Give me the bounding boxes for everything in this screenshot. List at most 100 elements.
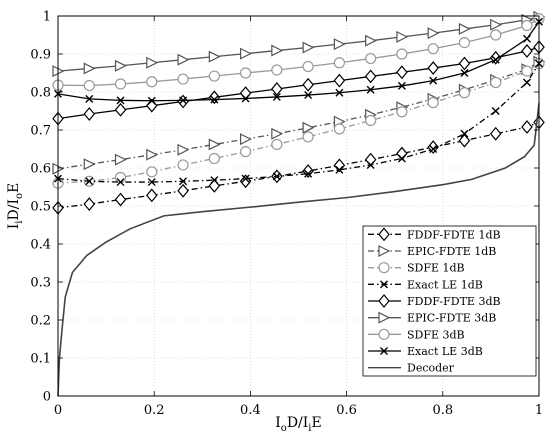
legend-label: EPIC-FDTE 1dB	[407, 245, 496, 258]
legend-marker	[380, 280, 388, 289]
data-point	[490, 18, 503, 31]
data-point	[458, 22, 471, 35]
y-tick-label: 0.9	[30, 48, 51, 63]
legend-label: SDFE 1dB	[407, 262, 465, 275]
x-tick-label: 0.2	[144, 403, 165, 418]
data-point	[208, 178, 221, 193]
x-axis-title: IoD/IiE	[275, 415, 321, 434]
data-point	[429, 76, 438, 85]
data-point	[208, 138, 221, 151]
data-point	[366, 160, 375, 169]
legend-item: EPIC-FDTE 1dB	[368, 245, 496, 258]
data-point	[146, 166, 158, 178]
data-point	[114, 59, 127, 72]
legend-marker	[378, 294, 390, 308]
series-line	[57, 61, 540, 170]
data-point	[241, 174, 250, 183]
data-point	[427, 61, 439, 75]
y-axis-title-b: D/I	[6, 199, 22, 220]
data-point	[146, 56, 159, 69]
data-point	[427, 27, 440, 40]
data-point	[397, 154, 406, 163]
data-point	[460, 129, 469, 138]
data-point	[83, 197, 96, 212]
x-axis-title-c-sub: i	[308, 423, 311, 434]
data-point	[396, 48, 408, 60]
x-tick-label: 0.6	[336, 403, 357, 418]
data-point	[396, 106, 408, 118]
series-line	[57, 63, 540, 183]
series-sdfe-3db	[52, 13, 545, 92]
data-point	[302, 121, 315, 134]
data-point	[333, 123, 345, 135]
data-point	[114, 153, 127, 166]
x-tick-label: 0.4	[240, 403, 261, 418]
data-point	[239, 133, 252, 146]
data-point	[333, 57, 345, 69]
series-fddf-fdte-3db	[52, 40, 545, 126]
data-point	[522, 34, 531, 43]
data-point	[458, 56, 471, 71]
y-tick-label: 0	[43, 390, 51, 405]
legend-marker	[380, 347, 388, 355]
data-point	[397, 81, 406, 90]
legend-label: FDDF-FDTE 3dB	[407, 295, 501, 308]
x-axis-title-a-sub: o	[281, 423, 287, 434]
x-tick-label: 0	[54, 403, 62, 418]
data-point	[83, 107, 96, 121]
legend-item: SDFE 1dB	[368, 262, 465, 275]
data-point	[210, 176, 219, 185]
data-point	[271, 138, 283, 151]
data-point	[83, 158, 96, 171]
legend-label: Exact LE 3dB	[407, 345, 483, 358]
data-point	[271, 82, 283, 96]
data-point	[85, 94, 94, 103]
data-point	[177, 183, 189, 198]
data-point	[239, 86, 252, 101]
data-point	[208, 70, 220, 82]
data-point	[239, 47, 252, 60]
data-point	[489, 126, 502, 141]
data-point	[302, 77, 314, 92]
y-tick-label: 0.5	[30, 200, 51, 215]
series-epic-fdte-3db	[52, 10, 546, 78]
series-fddf-fdte-1db	[52, 115, 545, 215]
y-tick-label: 0.4	[30, 238, 51, 253]
data-point	[208, 50, 221, 63]
legend-item: FDDF-FDTE 3dB	[368, 294, 501, 308]
data-point	[364, 69, 377, 84]
y-tick-label: 0.8	[30, 86, 51, 101]
series-sdfe-1db	[52, 57, 545, 189]
data-point	[177, 159, 189, 171]
legend-label: Decoder	[407, 362, 455, 375]
data-point	[333, 38, 346, 51]
legend-label: FDDF-FDTE 1dB	[407, 228, 501, 241]
data-point	[302, 41, 315, 54]
data-point	[146, 76, 158, 88]
data-point	[335, 88, 344, 97]
data-point	[114, 192, 127, 207]
series-exact-le-3db	[54, 17, 543, 105]
y-tick-label: 0.1	[30, 352, 51, 367]
legend-marker	[378, 245, 391, 257]
data-point	[364, 152, 377, 167]
data-point	[302, 131, 314, 143]
data-point	[239, 67, 252, 79]
data-point	[272, 92, 281, 101]
legend-marker	[378, 328, 390, 340]
data-point	[521, 65, 533, 77]
data-point	[521, 19, 533, 32]
legend-label: Exact LE 1dB	[407, 278, 483, 291]
data-point	[116, 96, 125, 105]
x-axis-title-d: E	[312, 415, 322, 431]
data-point	[83, 79, 95, 92]
data-point	[177, 143, 190, 156]
data-point	[521, 44, 533, 58]
y-tick-label: 1	[43, 10, 51, 25]
data-point	[271, 44, 284, 57]
data-point	[427, 140, 439, 155]
data-point	[83, 62, 96, 75]
y-axis-title-d: E	[6, 183, 22, 193]
